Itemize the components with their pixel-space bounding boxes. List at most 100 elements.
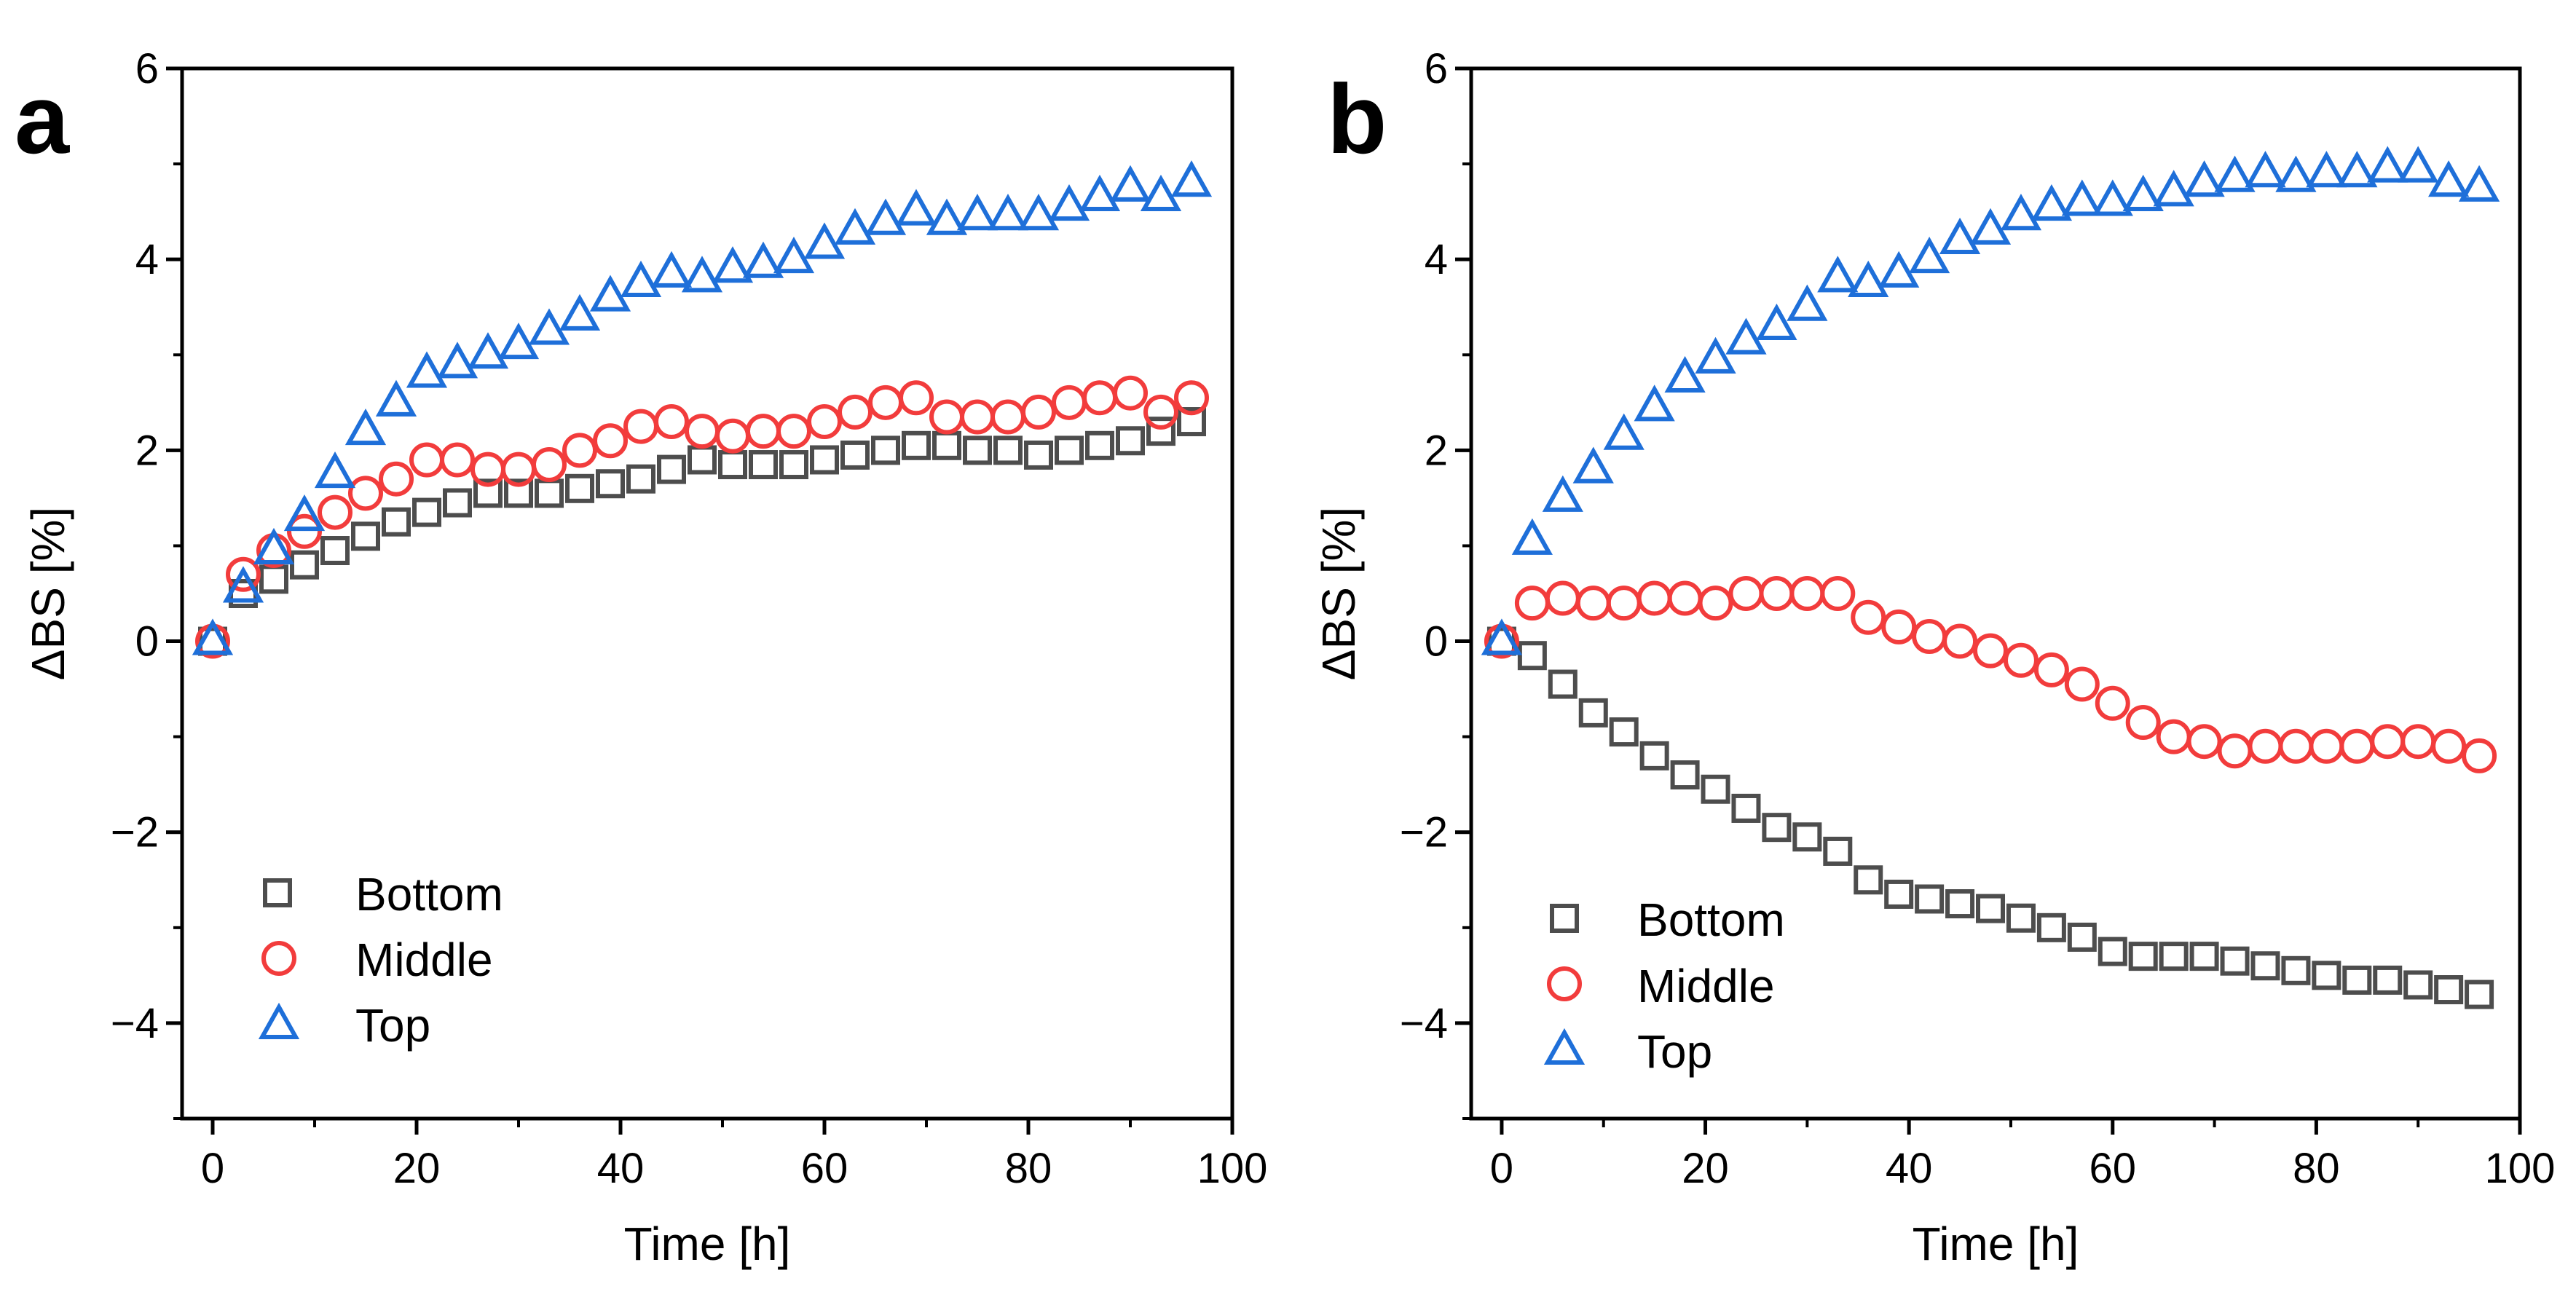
data-point-bottom xyxy=(2281,955,2311,985)
data-point-top xyxy=(2275,155,2317,192)
data-point-top xyxy=(1695,336,1736,374)
data-point-top xyxy=(1634,385,1675,422)
data-point-middle xyxy=(2309,728,2344,764)
data-point-bottom xyxy=(810,445,839,475)
y-tick-label: 6 xyxy=(1425,45,1448,92)
data-point-middle xyxy=(1174,380,1209,416)
data-point-middle xyxy=(1545,580,1580,616)
panel-b-tick-labels: 0 20 40 60 80 100 −4 −2 0 2 4 6 xyxy=(1400,45,2556,1192)
data-point-middle xyxy=(929,399,964,435)
data-point-bottom xyxy=(902,430,931,460)
data-point-bottom xyxy=(2342,965,2372,995)
data-point-bottom xyxy=(1915,884,1945,914)
data-point-bottom xyxy=(473,478,503,508)
data-point-middle xyxy=(2370,724,2406,760)
data-point-middle xyxy=(1973,633,2009,669)
data-point-middle xyxy=(1698,586,1733,621)
data-point-bottom xyxy=(1517,641,1547,671)
data-point-bottom xyxy=(2067,922,2097,952)
data-point-middle xyxy=(838,394,873,430)
data-point-middle xyxy=(409,442,444,478)
data-point-bottom xyxy=(1792,822,1822,852)
data-point-bottom xyxy=(290,550,319,580)
x-tick-label: 0 xyxy=(201,1145,224,1192)
legend-label-bottom: Bottom xyxy=(1637,894,1785,946)
panel-b-x-axis-label: Time [h] xyxy=(1913,1218,2079,1270)
data-point-middle xyxy=(868,385,903,420)
data-point-top xyxy=(1969,208,2012,245)
panel-b-marks xyxy=(1481,146,2500,1009)
data-point-middle xyxy=(899,380,934,416)
data-point-bottom xyxy=(871,435,900,465)
data-point-top xyxy=(1756,303,1797,340)
data-point-top xyxy=(2306,151,2347,188)
data-point-bottom xyxy=(1024,440,1053,470)
data-point-top xyxy=(1017,194,1060,231)
data-point-middle xyxy=(287,513,322,549)
legend-marker-bottom xyxy=(263,878,292,907)
x-tick-label: 20 xyxy=(1682,1145,1729,1192)
legend-marker-bottom xyxy=(1550,904,1579,933)
data-point-middle xyxy=(318,494,352,530)
data-point-top xyxy=(589,275,631,312)
data-point-middle xyxy=(776,414,811,449)
x-tick-label: 100 xyxy=(2485,1145,2556,1192)
data-point-top xyxy=(1817,256,1859,293)
panel-a-marks xyxy=(192,160,1213,659)
data-point-middle xyxy=(226,556,261,592)
data-point-middle xyxy=(2431,728,2467,764)
data-point-bottom xyxy=(1884,879,1914,909)
data-point-middle xyxy=(1820,576,1856,611)
data-point-bottom xyxy=(443,488,472,518)
data-point-top xyxy=(2458,165,2500,202)
data-point-bottom xyxy=(1055,435,1084,465)
data-point-top xyxy=(1603,413,1645,450)
x-tick-label: 40 xyxy=(1886,1145,1933,1192)
data-point-bottom xyxy=(1823,836,1853,866)
data-point-top xyxy=(1909,237,1950,274)
data-point-top xyxy=(1664,355,1706,393)
data-point-middle xyxy=(1575,586,1611,621)
panel-b-legend: Bottom Middle Top xyxy=(1543,894,1785,1078)
data-point-top xyxy=(895,189,937,226)
panel-a-plot-frame xyxy=(180,66,1234,1121)
data-point-top xyxy=(2000,194,2042,231)
data-point-bottom xyxy=(1609,717,1639,747)
legend-marker-middle xyxy=(261,941,296,976)
data-point-top xyxy=(620,260,662,297)
data-point-top xyxy=(1079,174,1121,211)
data-point-middle xyxy=(1082,380,1117,416)
y-tick-label: 4 xyxy=(135,236,159,283)
x-tick-label: 60 xyxy=(2089,1145,2137,1192)
y-tick-label: 0 xyxy=(135,618,159,666)
data-point-top xyxy=(1878,251,1920,288)
panel-b-y-axis-label: ΔBS [%] xyxy=(1312,507,1365,680)
data-point-middle xyxy=(1667,580,1703,616)
data-point-middle xyxy=(1728,576,1764,611)
data-point-bottom xyxy=(2006,903,2036,933)
data-point-top xyxy=(2245,151,2286,188)
data-point-bottom xyxy=(504,478,533,508)
data-point-bottom xyxy=(1762,813,1792,843)
data-point-bottom xyxy=(1578,698,1608,728)
data-point-top xyxy=(2153,170,2194,207)
data-point-bottom xyxy=(2189,942,2219,971)
data-point-middle xyxy=(1514,586,1550,621)
data-point-bottom xyxy=(657,454,686,484)
data-point-top xyxy=(987,194,1029,231)
data-point-bottom xyxy=(412,497,441,527)
data-point-top xyxy=(773,237,815,274)
data-point-top xyxy=(344,409,387,446)
panel-a-label: a xyxy=(15,64,70,174)
data-point-top xyxy=(1109,165,1151,202)
data-point-bottom xyxy=(351,521,380,551)
data-point-top xyxy=(681,256,723,293)
x-tick-label: 0 xyxy=(1490,1145,1513,1192)
data-point-middle xyxy=(1113,375,1148,411)
panel-b-plot-frame xyxy=(1469,66,2522,1121)
data-point-top xyxy=(497,323,540,360)
data-point-middle xyxy=(2033,652,2069,687)
data-point-top xyxy=(1848,260,1889,297)
